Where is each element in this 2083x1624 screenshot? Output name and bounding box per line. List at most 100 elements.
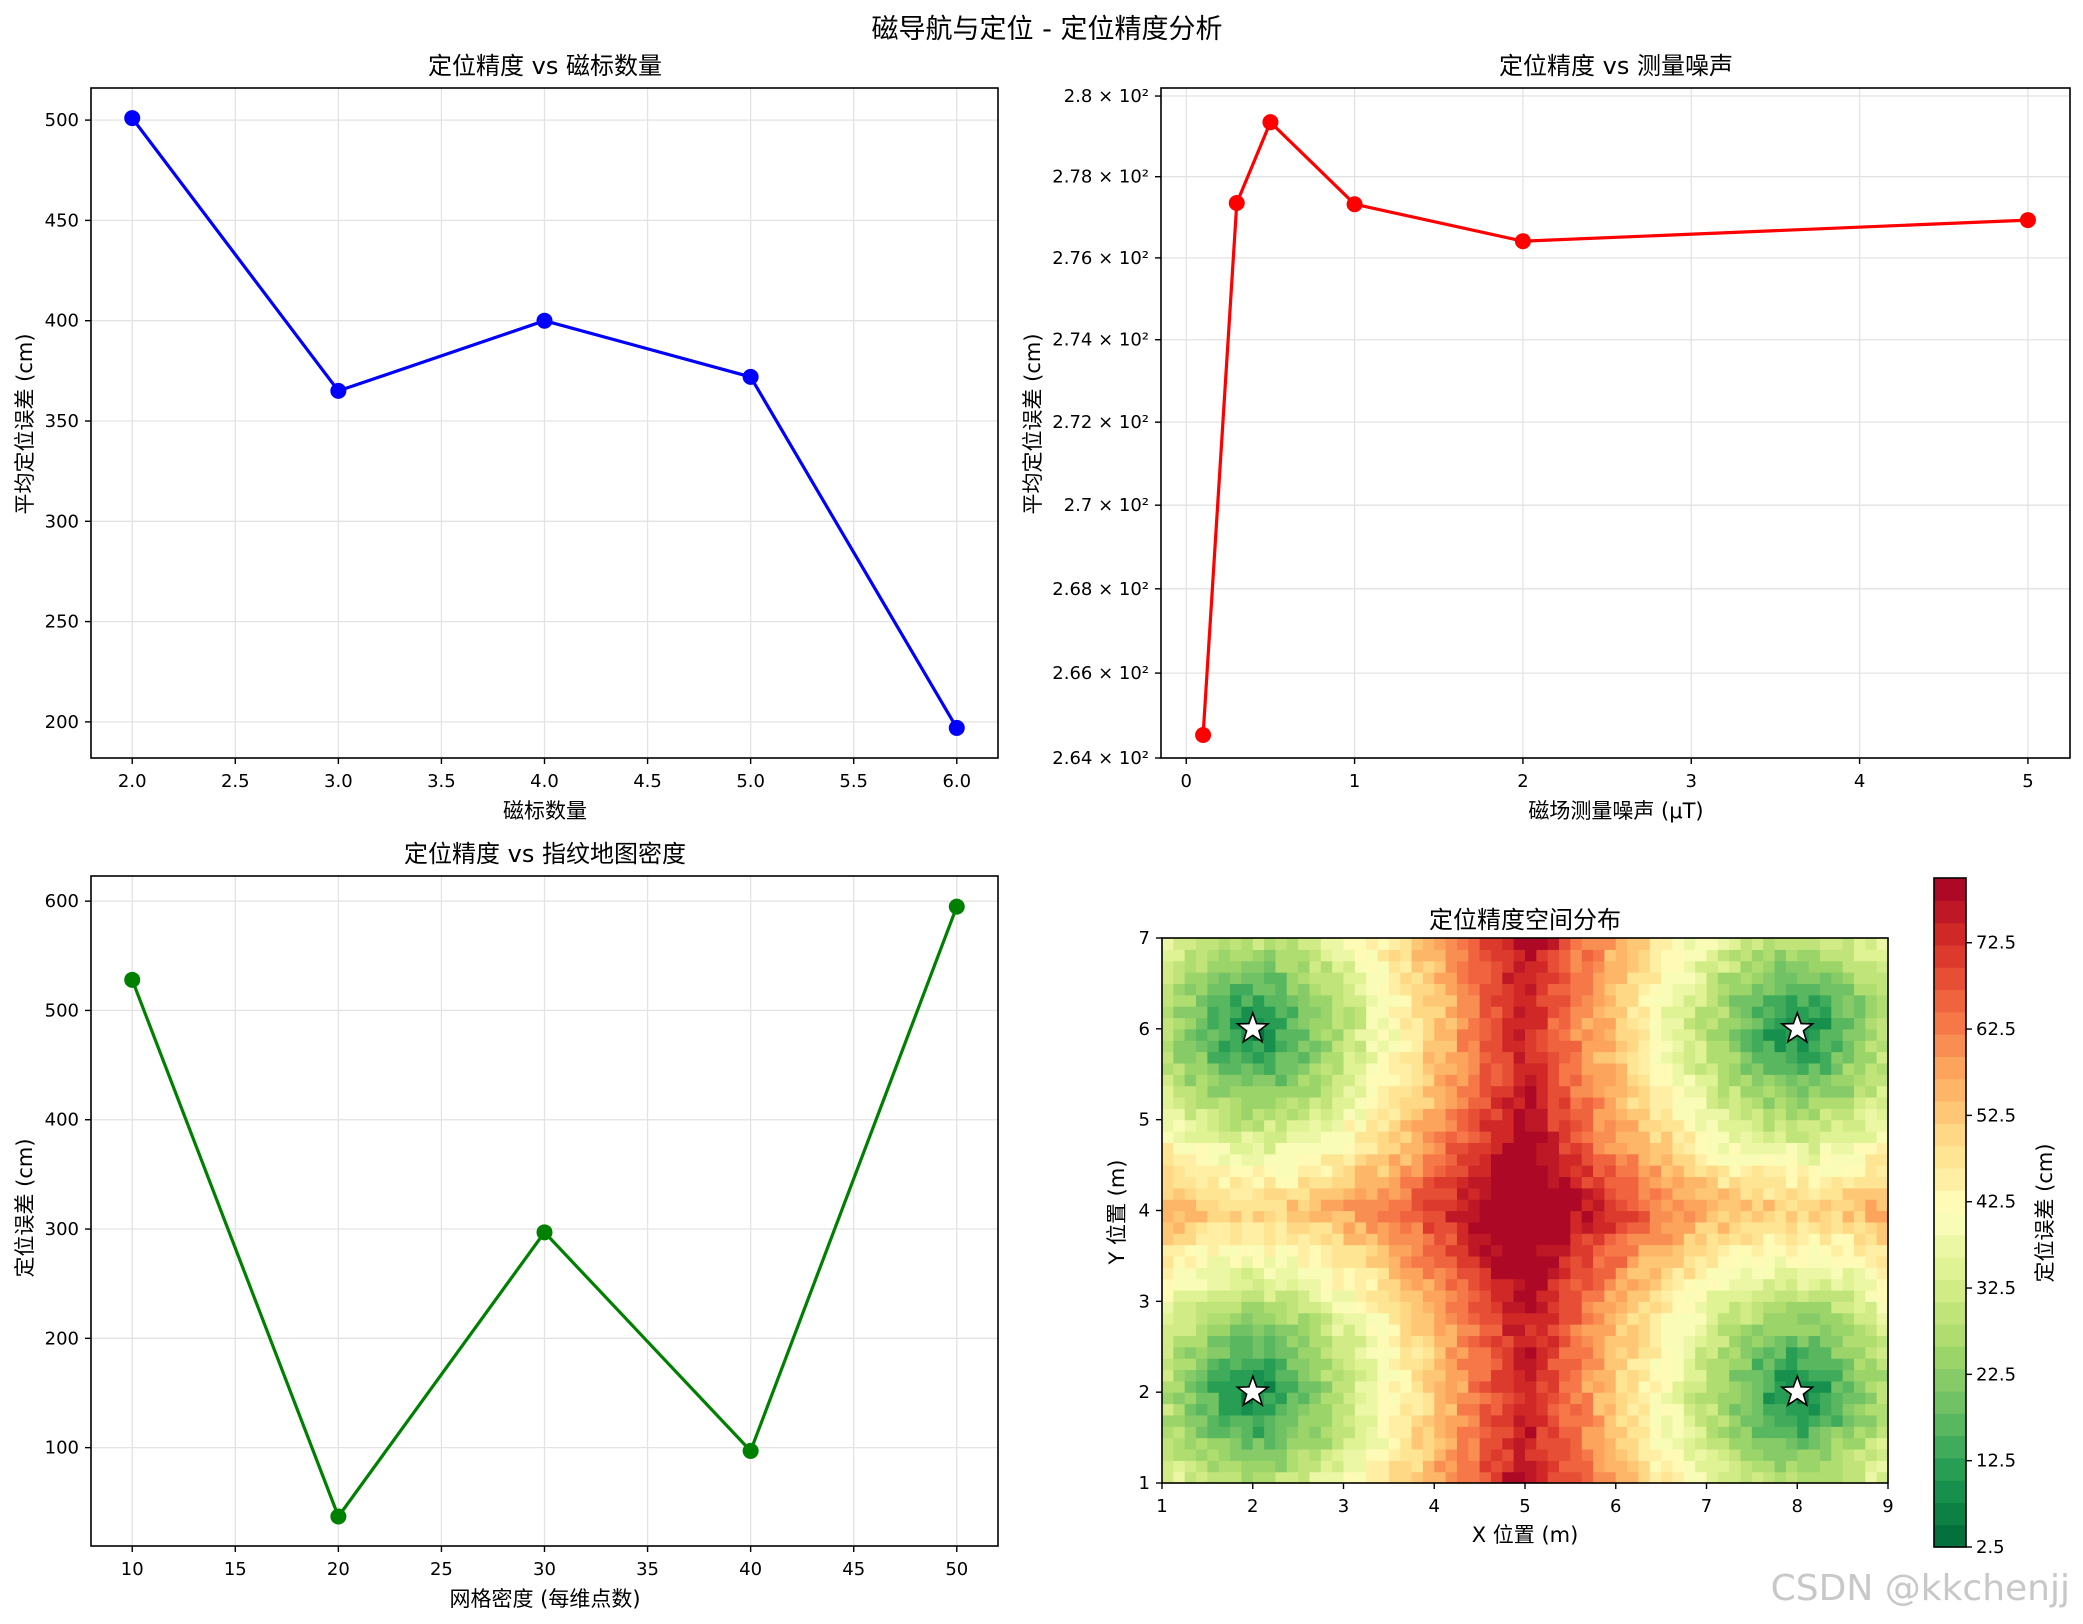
heatmap-cell	[1366, 1062, 1379, 1075]
heatmap-cell	[1264, 960, 1277, 973]
heatmap-cell	[1411, 1028, 1424, 1041]
heatmap-cell	[1876, 1165, 1889, 1178]
heatmap-cell	[1819, 983, 1832, 996]
heatmap-cell	[1343, 1028, 1356, 1041]
heatmap-cell	[1218, 1210, 1231, 1223]
heatmap-cell	[1264, 1460, 1277, 1473]
heatmap-cell	[1162, 1221, 1174, 1234]
heatmap-cell	[1434, 1244, 1447, 1257]
data-point	[330, 382, 347, 399]
heatmap-cell	[1785, 1414, 1798, 1427]
heatmap-cell	[1456, 1165, 1469, 1178]
heatmap-cell	[1774, 1289, 1787, 1302]
heatmap-cell	[1604, 938, 1617, 950]
y-tick-label: 450	[45, 210, 79, 231]
heatmap-cell	[1479, 1392, 1492, 1405]
heatmap-cell	[1593, 1471, 1605, 1484]
heatmap-cell	[1434, 1040, 1447, 1053]
heatmap-cell	[1547, 1471, 1560, 1484]
heatmap-cell	[1434, 1017, 1447, 1030]
heatmap-cell	[1434, 1369, 1447, 1382]
heatmap-cell	[1559, 1119, 1571, 1132]
heatmap-cell	[1264, 1358, 1277, 1371]
heatmap-cell	[1785, 1085, 1798, 1098]
x-tick-label: 5	[1519, 1496, 1530, 1517]
heatmap-cell	[1354, 1255, 1367, 1268]
heatmap-cell	[1615, 1176, 1628, 1189]
heatmap-cell	[1298, 1403, 1311, 1416]
heatmap-cell	[1808, 1426, 1821, 1439]
heatmap-cell	[1411, 1312, 1424, 1325]
heatmap-cell	[1479, 1119, 1492, 1132]
heatmap-cell	[1184, 1040, 1197, 1053]
heatmap-cell	[1604, 1176, 1617, 1189]
heatmap-cell	[1343, 1358, 1356, 1371]
heatmap-cell	[1559, 1369, 1571, 1382]
heatmap-cell	[1366, 1085, 1379, 1098]
heatmap-cell	[1638, 1221, 1651, 1234]
heatmap-cell	[1366, 1380, 1379, 1393]
heatmap-cell	[1298, 1108, 1311, 1121]
heatmap-cell	[1604, 1426, 1617, 1439]
heatmap-cell	[1570, 1278, 1583, 1291]
heatmap-cell	[1763, 1278, 1776, 1291]
heatmap-cell	[1581, 1380, 1594, 1393]
heatmap-cell	[1218, 938, 1231, 950]
heatmap-cell	[1252, 994, 1265, 1007]
heatmap-cell	[1559, 1414, 1571, 1427]
heatmap-cell	[1672, 1176, 1685, 1189]
heatmap-cell	[1434, 960, 1447, 973]
heatmap-cell	[1751, 1335, 1764, 1348]
heatmap-cell	[1615, 1278, 1628, 1291]
heatmap-cell	[1695, 1358, 1708, 1371]
heatmap-cell	[1638, 1380, 1651, 1393]
heatmap-cell	[1797, 1221, 1810, 1234]
heatmap-cell	[1865, 1346, 1878, 1359]
heatmap-cell	[1513, 1233, 1526, 1246]
heatmap-cell	[1661, 1437, 1674, 1450]
heatmap-cell	[1377, 1448, 1390, 1461]
heatmap-cell	[1831, 1233, 1844, 1246]
heatmap-cell	[1570, 938, 1583, 950]
heatmap-cell	[1275, 1108, 1288, 1121]
heatmap-cell	[1252, 1221, 1265, 1234]
heatmap-cell	[1479, 1142, 1492, 1155]
heatmap-cell	[1309, 1017, 1322, 1030]
heatmap-cell	[1366, 1471, 1379, 1484]
heatmap-cell	[1649, 1028, 1662, 1041]
heatmap-cell	[1343, 1346, 1356, 1359]
heatmap-cell	[1853, 1119, 1866, 1132]
heatmap-cell	[1649, 1233, 1662, 1246]
heatmap-cell	[1513, 1131, 1526, 1143]
data-point	[948, 719, 965, 736]
heatmap-cell	[1876, 1040, 1889, 1053]
heatmap-cell	[1434, 1335, 1447, 1348]
colorbar-band	[1934, 944, 1966, 968]
heatmap-cell	[1729, 1426, 1742, 1439]
heatmap-cell	[1763, 1380, 1776, 1393]
heatmap-cell	[1751, 1028, 1764, 1041]
heatmap-cell	[1763, 1448, 1776, 1461]
heatmap-cell	[1842, 1006, 1855, 1019]
heatmap-cell	[1774, 1244, 1787, 1257]
heatmap-cell	[1241, 1403, 1254, 1416]
heatmap-cell	[1343, 1108, 1356, 1121]
heatmap-cell	[1785, 1040, 1798, 1053]
x-tick-label: 2	[1247, 1496, 1258, 1517]
heatmap-cell	[1298, 1324, 1311, 1336]
heatmap-cell	[1672, 1289, 1685, 1302]
heatmap-cell	[1604, 1312, 1617, 1325]
heatmap-cell	[1456, 1085, 1469, 1098]
heatmap-cell	[1502, 949, 1515, 962]
heatmap-cell	[1207, 1028, 1220, 1041]
heatmap-cell	[1581, 1153, 1594, 1166]
heatmap-cell	[1547, 1017, 1560, 1030]
heatmap-cell	[1218, 1108, 1231, 1121]
heatmap-cell	[1751, 938, 1764, 950]
heatmap-cell	[1366, 1187, 1379, 1200]
heatmap-cell	[1445, 1006, 1458, 1019]
heatmap-cell	[1695, 1051, 1708, 1064]
heatmap-cell	[1513, 1096, 1526, 1109]
heatmap-cell	[1230, 1426, 1242, 1439]
heatmap-cell	[1525, 1278, 1537, 1291]
